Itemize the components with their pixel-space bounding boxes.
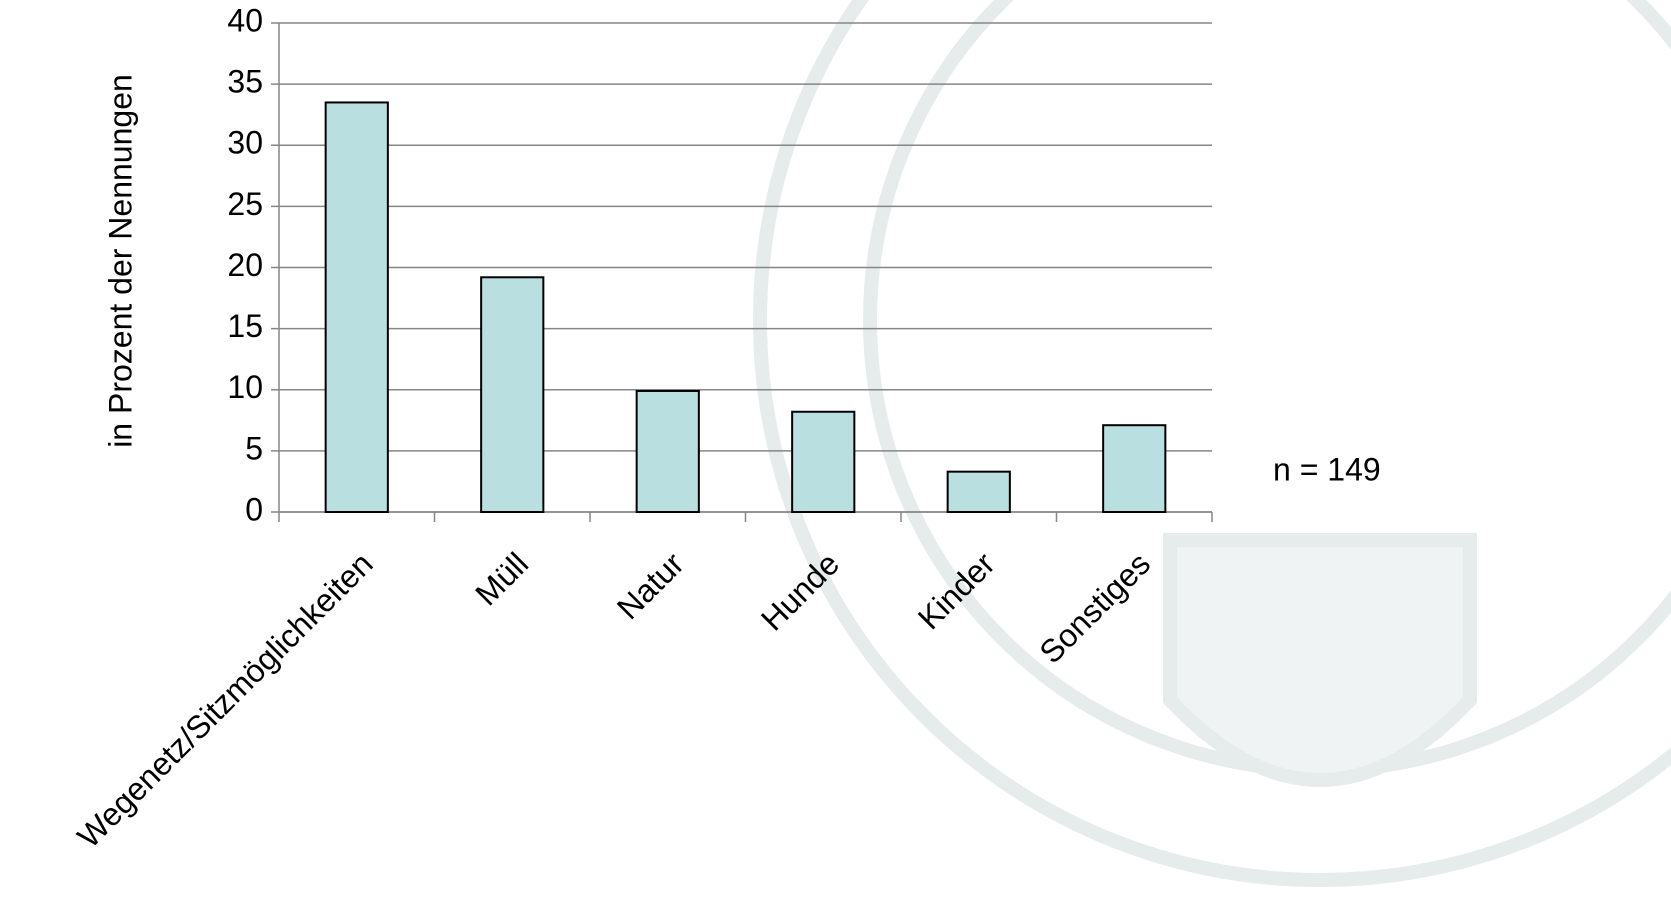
y-tick-label: 0 xyxy=(245,491,263,527)
y-tick-label: 40 xyxy=(227,2,263,38)
y-axis-label: in Prozent der Nennungen xyxy=(102,74,138,448)
bar xyxy=(481,277,543,512)
x-tick-label: Natur xyxy=(610,545,691,626)
x-tick-label: Wegenetz/Sitzmöglichkeiten xyxy=(70,545,379,854)
x-tick-label: Sonstiges xyxy=(1032,545,1157,670)
y-tick-label: 20 xyxy=(227,247,263,283)
bar xyxy=(948,472,1010,512)
y-tick-label: 25 xyxy=(227,186,263,222)
y-tick-label: 10 xyxy=(227,369,263,405)
watermark-seal xyxy=(760,0,1671,880)
y-tick-label: 35 xyxy=(227,64,263,100)
y-tick-label: 30 xyxy=(227,125,263,161)
bar xyxy=(637,391,699,512)
bar xyxy=(326,102,388,512)
y-tick-label: 15 xyxy=(227,308,263,344)
chart: in Prozent der Nennungen n = 149 0 5 10 15 2… xyxy=(0,0,1671,898)
annotation: n = 149 xyxy=(1273,451,1381,487)
bar xyxy=(1103,425,1165,512)
y-tick-label: 5 xyxy=(245,430,263,466)
bar xyxy=(792,412,854,512)
x-tick-label: Müll xyxy=(468,545,535,612)
